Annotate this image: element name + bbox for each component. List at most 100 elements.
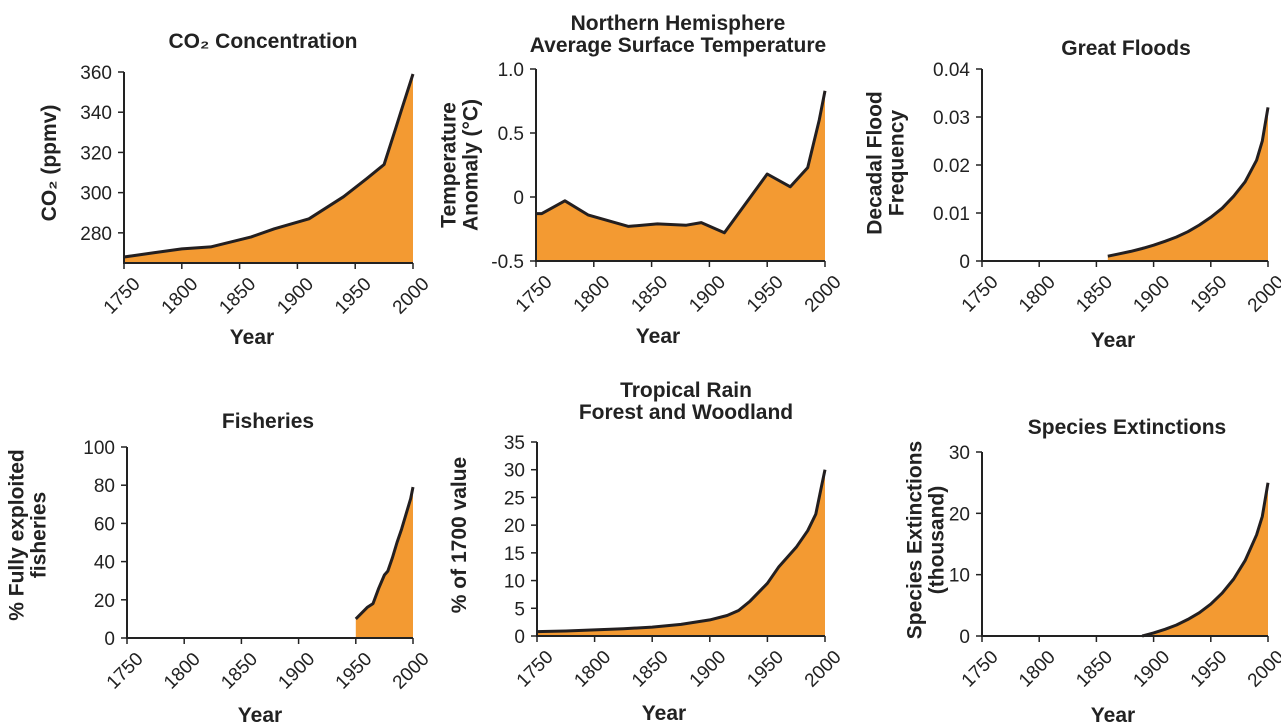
- x-tick-label: 2000: [1244, 272, 1281, 317]
- x-tick-label: 1850: [628, 647, 673, 692]
- y-tick-label: 300: [80, 184, 112, 205]
- y-axis-label: TemperatureAnomaly (°C): [438, 99, 483, 231]
- data-line: [1107, 107, 1270, 258]
- y-tick-label: 10: [949, 566, 970, 587]
- x-axis-label: Year: [642, 702, 686, 725]
- x-axis-label: Year: [1091, 329, 1135, 352]
- data-line: [123, 73, 415, 259]
- x-tick-label: 1800: [1015, 272, 1060, 317]
- x-tick-label: 2000: [801, 647, 846, 692]
- chart-panel-temperature: Northern Hemisphere Average Surface Tempe…: [438, 12, 846, 348]
- y-tick-label: 0.5: [498, 124, 524, 145]
- chart-title: Tropical Rain Forest and Woodland: [579, 379, 793, 424]
- y-axis-label: Species Extinctions(thousand): [904, 441, 949, 639]
- x-tick-label: 1900: [273, 274, 318, 319]
- x-tick-label: 1800: [160, 649, 205, 694]
- chart-title: CO₂ Concentration: [169, 30, 358, 53]
- x-tick-label: 1750: [103, 649, 148, 694]
- data-area: [537, 469, 825, 636]
- y-tick-label: 0.02: [933, 156, 970, 177]
- x-tick-label: 1950: [743, 272, 788, 317]
- x-tick-label: 1850: [627, 272, 672, 317]
- x-tick-label: 1750: [958, 647, 1003, 692]
- y-tick-label: 35: [504, 433, 525, 454]
- data-line: [536, 90, 827, 235]
- y-tick-label: 15: [504, 544, 525, 565]
- data-area: [355, 487, 413, 638]
- x-tick-label: 2000: [389, 649, 434, 694]
- chart-panel-rain-forest: Tropical Rain Forest and Woodland % of 17…: [448, 379, 846, 725]
- x-axis-label: Year: [238, 704, 282, 727]
- x-tick-label: 1850: [217, 649, 262, 694]
- y-tick-label: -0.5: [491, 252, 524, 273]
- y-tick-label: 80: [94, 476, 115, 497]
- data-area: [1142, 482, 1268, 636]
- chart-panel-species-extinctions: Species Extinctions Species Extinctions(…: [904, 416, 1281, 727]
- y-tick-label: 60: [94, 514, 115, 535]
- y-tick-label: 1.0: [498, 60, 524, 81]
- x-tick-label: 1800: [158, 274, 203, 319]
- data-area: [1107, 107, 1268, 262]
- y-tick-label: 360: [80, 63, 112, 84]
- y-tick-label: 0.03: [933, 108, 970, 129]
- y-tick-label: 20: [949, 504, 970, 525]
- x-tick-label: 2000: [389, 274, 434, 319]
- y-tick-label: 280: [80, 224, 112, 245]
- y-tick-label: 20: [504, 516, 525, 537]
- x-tick-label: 1800: [570, 647, 615, 692]
- x-tick-label: 1950: [331, 274, 376, 319]
- x-tick-label: 1850: [215, 274, 260, 319]
- y-axis-label: Decadal FloodFrequency: [864, 91, 909, 235]
- y-tick-label: 30: [949, 443, 970, 464]
- x-tick-label: 1950: [743, 647, 788, 692]
- y-tick-label: 0: [513, 188, 524, 209]
- chart-panel-fisheries: Fisheries % Fully exploitedfisheries Yea…: [6, 410, 434, 727]
- data-line: [536, 469, 827, 634]
- x-tick-label: 1750: [513, 647, 558, 692]
- x-tick-label: 1950: [332, 649, 377, 694]
- x-tick-label: 1800: [1015, 647, 1060, 692]
- y-tick-label: 0: [959, 252, 970, 273]
- y-tick-label: 0.01: [933, 204, 970, 225]
- y-tick-label: 30: [504, 461, 525, 482]
- chart-title: Species Extinctions: [1028, 416, 1226, 439]
- x-tick-label: 1900: [274, 649, 319, 694]
- x-tick-label: 1750: [100, 274, 145, 319]
- x-tick-label: 2000: [801, 272, 846, 317]
- y-tick-label: 320: [80, 143, 112, 164]
- x-tick-label: 1750: [512, 272, 557, 317]
- x-axis-label: Year: [1091, 704, 1135, 727]
- chart-title: Great Floods: [1061, 37, 1191, 60]
- data-line: [1141, 482, 1270, 638]
- y-tick-label: 0: [104, 629, 115, 650]
- x-tick-label: 1850: [1072, 647, 1117, 692]
- y-axis-label: CO₂ (ppmv): [38, 105, 61, 222]
- x-tick-label: 1900: [1129, 647, 1174, 692]
- chart-title: Northern Hemisphere Average Surface Tempe…: [530, 12, 826, 57]
- y-tick-label: 10: [504, 572, 525, 593]
- x-tick-label: 1850: [1072, 272, 1117, 317]
- y-tick-label: 0.04: [933, 60, 970, 81]
- chart-title: Fisheries: [222, 410, 314, 433]
- y-axis-label: % Fully exploitedfisheries: [6, 449, 51, 621]
- y-tick-label: 100: [83, 438, 115, 459]
- x-tick-label: 1900: [1129, 272, 1174, 317]
- y-tick-label: 0: [959, 627, 970, 648]
- x-tick-label: 2000: [1244, 647, 1281, 692]
- y-tick-label: 20: [94, 591, 115, 612]
- y-tick-label: 0: [514, 627, 525, 648]
- chart-panel-great-floods: Great Floods Decadal FloodFrequency Year…: [864, 37, 1281, 352]
- x-tick-label: 1900: [685, 272, 730, 317]
- x-axis-label: Year: [636, 325, 680, 348]
- data-area: [124, 74, 413, 263]
- x-tick-label: 1950: [1187, 647, 1232, 692]
- x-tick-label: 1750: [958, 272, 1003, 317]
- data-line: [354, 486, 415, 620]
- chart-panel-co2: CO₂ Concentration CO₂ (ppmv) Year 280 300…: [38, 30, 434, 349]
- data-area: [536, 90, 825, 261]
- y-tick-label: 40: [94, 553, 115, 574]
- y-tick-label: 5: [514, 599, 525, 620]
- x-axis-label: Year: [230, 326, 274, 349]
- x-tick-label: 1900: [686, 647, 731, 692]
